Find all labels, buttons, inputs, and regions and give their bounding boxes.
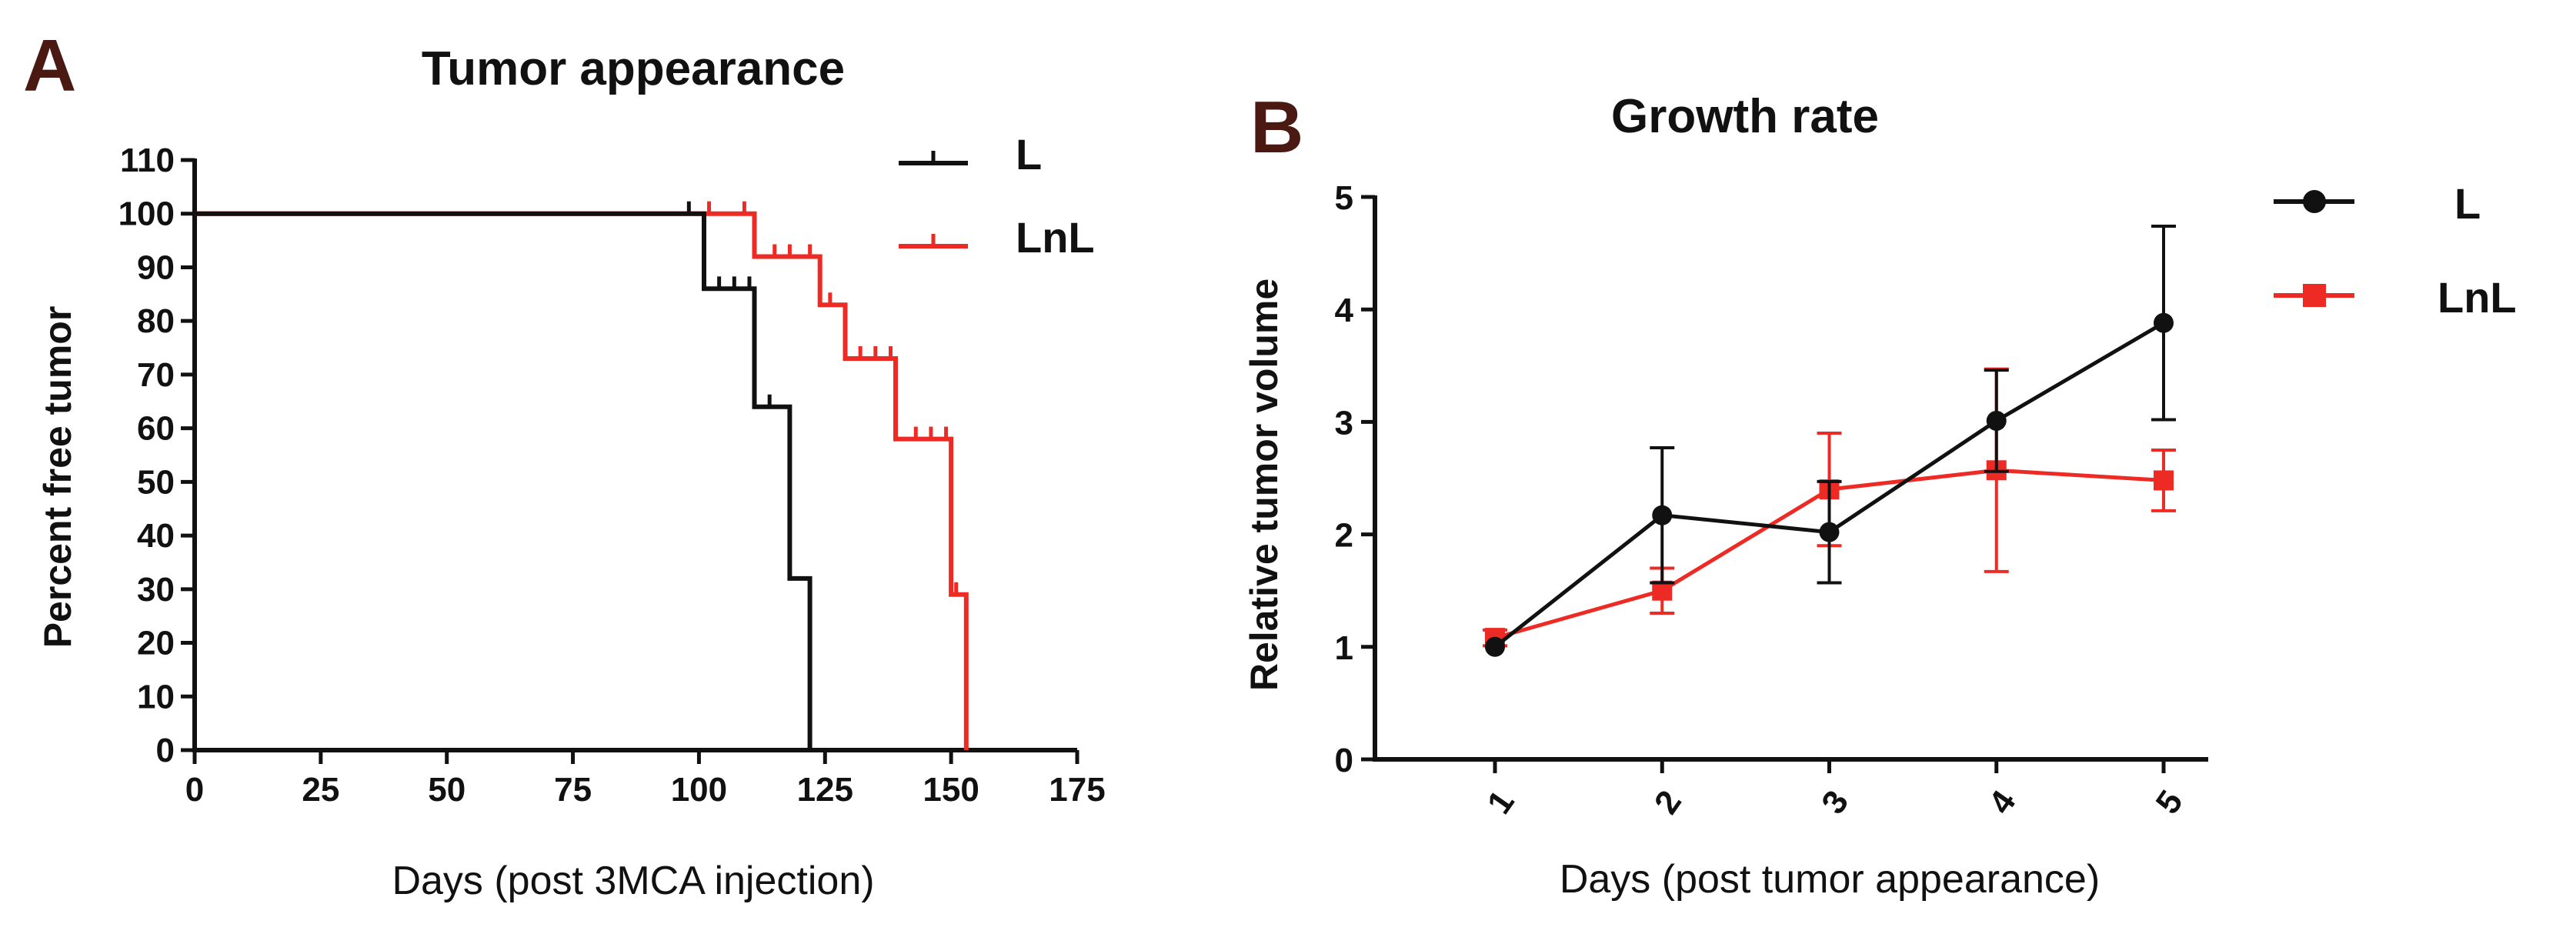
panel-a-ytick-label: 60: [137, 410, 175, 448]
panel-b-point-l: [1652, 505, 1673, 525]
panel-a-axes: 0 10 20 30 40 50 60 70 80 90 100 110 0 25 50 75 100 125 15…: [118, 142, 1106, 809]
panel-b-point-l: [1819, 522, 1840, 542]
panel-a-legend-l-label: L: [1016, 130, 1042, 178]
panel-b-xtick-label: 5: [2148, 784, 2190, 821]
panel-a-xtick-label: 100: [671, 771, 727, 809]
panel-a-series-l-line: [195, 211, 813, 750]
panel-b-legend-l-label: L: [2454, 179, 2481, 228]
panel-a-ytick-label: 40: [137, 517, 175, 555]
panel-b-ylabel: Relative tumor volume: [1243, 279, 1286, 691]
panel-a-ytick-label: 10: [137, 678, 175, 716]
panel-a-xlabel: Days (post 3MCA injection): [392, 859, 874, 903]
panel-a-xtick-label: 75: [554, 771, 592, 809]
panel-a-ylabel: Percent free tumor: [36, 306, 79, 649]
panel-b-ytick-label: 1: [1335, 629, 1353, 667]
panel-a-series-lnl-line: [195, 211, 969, 750]
panel-b-legend-lnl-marker: [2303, 284, 2326, 307]
panel-b-xtick-label: 3: [1814, 784, 1856, 821]
panel-b-point-lnl: [2154, 470, 2174, 491]
panel-b-axes: 0 1 2 3 4 5 1 2 3 4 5: [1335, 179, 2208, 821]
panel-a-ytick-label: 90: [137, 249, 175, 286]
panel-b-ytick-label: 0: [1335, 742, 1353, 779]
panel-b-point-l: [1485, 636, 1505, 657]
panel-a-chart: A Tumor appearance Percent free tumor Da…: [23, 25, 1106, 903]
panel-b-letter: B: [1250, 86, 1303, 168]
panel-a-ytick-label: 20: [137, 625, 175, 662]
panel-b-ytick-label: 2: [1335, 517, 1353, 555]
panel-a-ytick-label: 110: [120, 142, 175, 179]
panel-a-xtick-label: 25: [302, 771, 339, 809]
panel-a-xtick-label: 0: [185, 771, 204, 809]
panel-a-ytick-label: 0: [156, 732, 175, 769]
panel-b-xtick-label: 4: [1981, 783, 2023, 821]
panel-a-legend: L LnL: [899, 130, 1095, 262]
panel-b-legend: L LnL: [2274, 179, 2517, 322]
panel-a-series: [195, 201, 969, 750]
panel-a-xtick-label: 50: [428, 771, 465, 809]
panel-b-series: [1483, 225, 2176, 657]
panel-a-ytick-label: 100: [118, 195, 175, 233]
panel-a-ytick-label: 50: [137, 463, 175, 501]
panel-b-ytick-label: 5: [1335, 179, 1353, 217]
panel-b-xtick-label: 2: [1647, 784, 1689, 821]
panel-b-point-l: [2154, 312, 2174, 333]
panel-b-chart: B Growth rate Relative tumor volume Days…: [1243, 86, 2517, 902]
panel-a-xtick-label: 150: [923, 771, 979, 809]
panel-b-title: Growth rate: [1611, 90, 1879, 143]
panel-a-legend-lnl-label: LnL: [1016, 213, 1095, 262]
panel-a-xtick-label: 125: [797, 771, 853, 809]
panel-a-ytick-label: 30: [137, 571, 175, 609]
panel-b-ytick-label: 3: [1335, 404, 1353, 442]
panel-b-ytick-label: 4: [1335, 292, 1354, 329]
panel-b-xlabel: Days (post tumor appearance): [1560, 857, 2100, 902]
panel-b-point-l: [1986, 410, 2007, 431]
panel-b-xtick-label: 1: [1480, 784, 1521, 821]
panel-a-letter: A: [23, 25, 76, 107]
panel-a-title: Tumor appearance: [422, 42, 845, 95]
panel-b-legend-lnl-label: LnL: [2438, 273, 2517, 322]
panel-a-ytick-label: 70: [137, 356, 175, 394]
panel-a-xtick-label: 175: [1049, 771, 1105, 809]
panel-a-ytick-label: 80: [137, 302, 175, 340]
panel-b-legend-l-marker: [2303, 190, 2326, 213]
